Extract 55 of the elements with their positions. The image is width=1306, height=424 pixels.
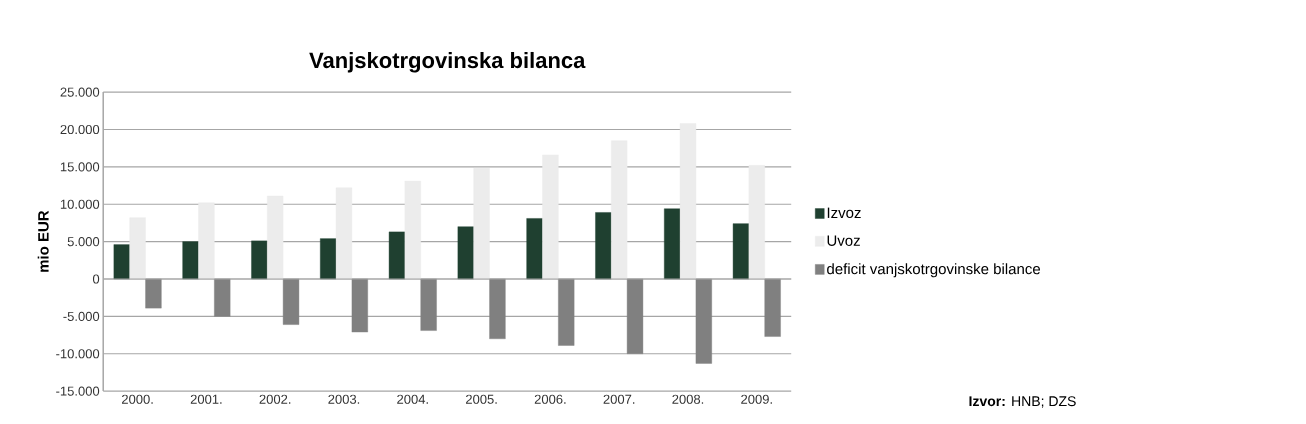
bar	[595, 212, 612, 280]
bar	[473, 168, 490, 280]
bar	[764, 278, 781, 337]
bar	[129, 217, 146, 280]
y-axis-title: mio EUR	[37, 210, 49, 272]
x-tick-label: 2008.	[672, 394, 704, 404]
x-tick-label: 2006.	[534, 394, 566, 404]
bar	[404, 180, 421, 280]
y-tick-label: -10.000	[56, 349, 100, 359]
bar	[198, 202, 215, 280]
bar	[420, 278, 437, 331]
bar	[542, 154, 559, 280]
bar	[748, 165, 765, 280]
bar	[558, 278, 575, 346]
x-tick-label: 2009.	[741, 394, 772, 404]
bar	[113, 244, 130, 280]
bar	[214, 278, 231, 317]
x-tick-label: 2003.	[328, 394, 360, 404]
y-tick-label: -15.000	[56, 386, 100, 396]
bar	[320, 238, 337, 280]
y-tick-label: 25.000	[60, 87, 100, 97]
bar	[351, 278, 368, 333]
bar	[489, 278, 506, 339]
bar	[145, 278, 162, 309]
text: Izvor: HNB; DZS	[969, 396, 1076, 408]
y-tick-label: 20.000	[60, 124, 100, 135]
bar	[626, 278, 644, 354]
bar	[182, 241, 199, 280]
bar	[679, 123, 697, 280]
bar	[611, 140, 628, 280]
x-tick-label: 2001.	[190, 394, 222, 404]
y-tick-label: -5.000	[63, 311, 100, 321]
bar	[664, 208, 681, 280]
bar	[282, 278, 300, 325]
chart-title: Vanjskotrgovinska bilanca	[309, 51, 586, 73]
y-tick-label: 15.000	[60, 162, 100, 172]
bar	[388, 231, 406, 280]
legend-label: Uvoz	[827, 235, 860, 246]
bar	[251, 240, 268, 280]
bar	[267, 195, 284, 280]
y-tick-label: 5.000	[67, 237, 100, 247]
x-tick-label: 2005.	[466, 394, 497, 404]
legend-label: deficit vanjskotrgovinske bilance	[827, 263, 1041, 278]
x-tick-label: 2007.	[603, 394, 635, 404]
bar	[335, 187, 353, 280]
bar	[526, 218, 543, 280]
x-tick-label: 2000.	[122, 394, 153, 404]
bar	[695, 278, 712, 364]
x-tick-label: 2004.	[397, 394, 428, 404]
bar	[732, 223, 750, 280]
y-tick-label: 0	[92, 274, 100, 284]
y-tick-label: 10.000	[60, 199, 100, 209]
legend-label: Izvoz	[827, 207, 861, 219]
x-tick-label: 2002.	[259, 394, 291, 404]
bar	[457, 226, 474, 280]
